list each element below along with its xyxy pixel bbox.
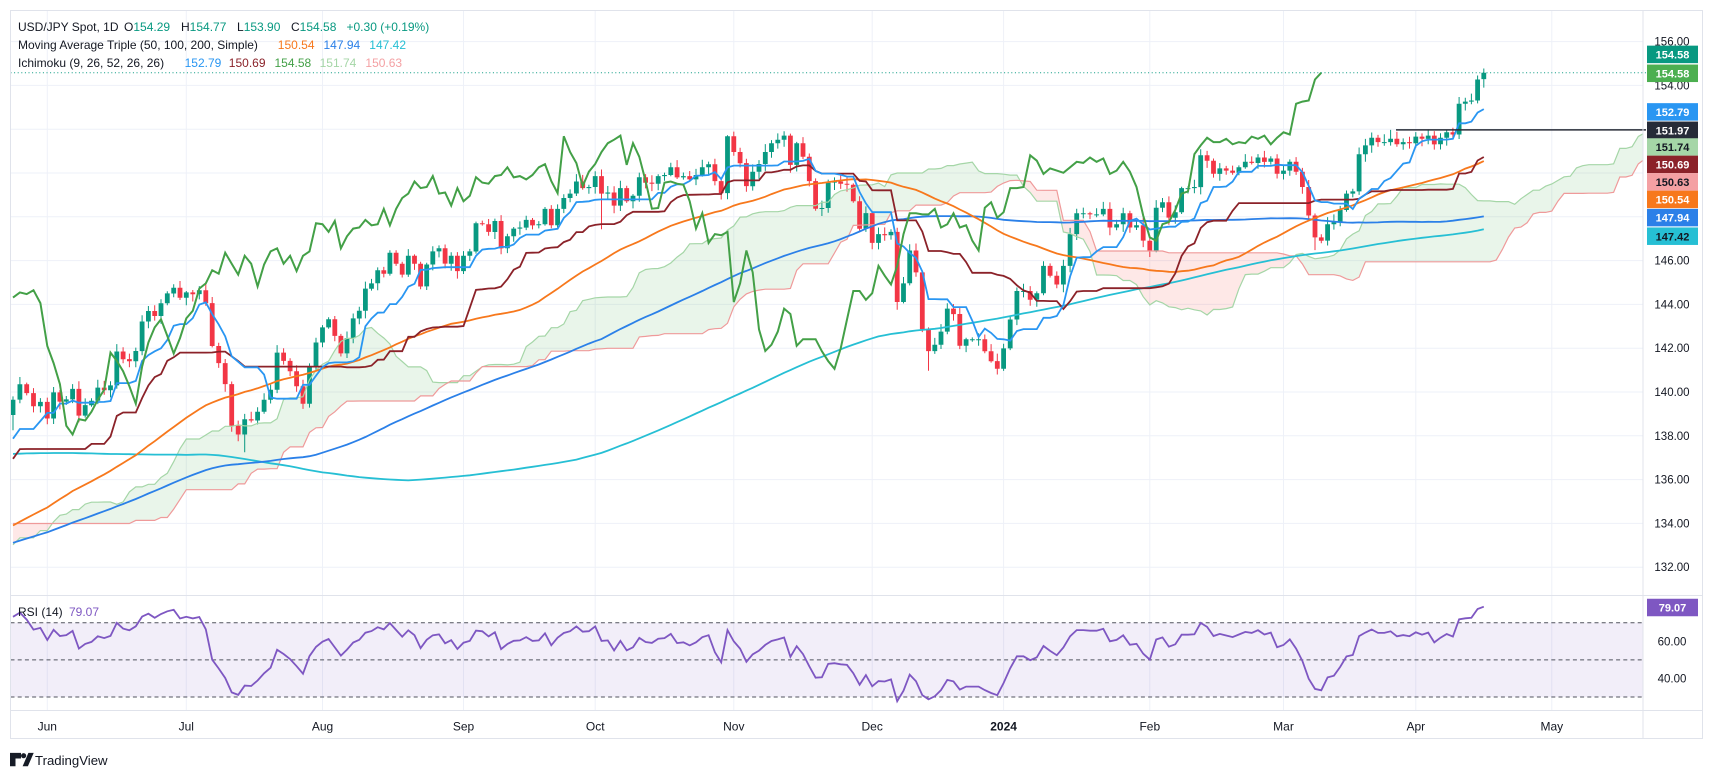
svg-text:146.00: 146.00: [1654, 256, 1689, 268]
svg-text:RSI (14) 79.07: RSI (14) 79.07: [18, 605, 99, 619]
svg-text:Nov: Nov: [723, 720, 744, 734]
svg-text:151.97: 151.97: [1656, 125, 1690, 137]
svg-text:Oct: Oct: [586, 720, 605, 734]
svg-text:134.00: 134.00: [1654, 518, 1689, 530]
svg-text:Ichimoku (9, 26, 52, 26, 26)15: Ichimoku (9, 26, 52, 26, 26) 152.79 150.69…: [18, 56, 402, 70]
svg-text:40.00: 40.00: [1658, 673, 1687, 685]
svg-text:156.00: 156.00: [1654, 37, 1689, 49]
svg-text:147.94: 147.94: [1656, 213, 1691, 225]
svg-text:150.63: 150.63: [1656, 177, 1690, 189]
svg-text:TradingView: TradingView: [35, 753, 108, 768]
svg-text:May: May: [1540, 720, 1563, 734]
svg-text:79.07: 79.07: [1659, 603, 1687, 615]
svg-text:Sep: Sep: [453, 720, 475, 734]
svg-text:144.00: 144.00: [1654, 299, 1689, 311]
svg-text:154.58: 154.58: [1656, 50, 1690, 62]
svg-text:Jun: Jun: [38, 720, 57, 734]
svg-text:132.00: 132.00: [1654, 562, 1689, 574]
svg-text:136.00: 136.00: [1654, 475, 1689, 487]
svg-text:142.00: 142.00: [1654, 343, 1689, 355]
svg-text:154.58: 154.58: [1656, 68, 1690, 80]
svg-text:147.42: 147.42: [1656, 231, 1690, 243]
svg-text:152.79: 152.79: [1656, 107, 1690, 119]
svg-text:Feb: Feb: [1139, 720, 1160, 734]
svg-text:60.00: 60.00: [1658, 636, 1687, 648]
svg-text:138.00: 138.00: [1654, 431, 1689, 443]
svg-text:Moving Average Triple (50, 100: Moving Average Triple (50, 100, 200, Sim…: [18, 38, 406, 52]
svg-text:Mar: Mar: [1273, 720, 1294, 734]
svg-text:150.54: 150.54: [1656, 195, 1691, 207]
svg-text:Aug: Aug: [312, 720, 333, 734]
svg-text:150.69: 150.69: [1656, 160, 1690, 172]
svg-text:Apr: Apr: [1406, 720, 1425, 734]
svg-text:154.00: 154.00: [1654, 80, 1689, 92]
svg-text:2024: 2024: [990, 720, 1017, 734]
svg-text:Jul: Jul: [179, 720, 194, 734]
svg-text:Dec: Dec: [862, 720, 883, 734]
svg-text:140.00: 140.00: [1654, 387, 1689, 399]
svg-text:151.74: 151.74: [1656, 142, 1691, 154]
